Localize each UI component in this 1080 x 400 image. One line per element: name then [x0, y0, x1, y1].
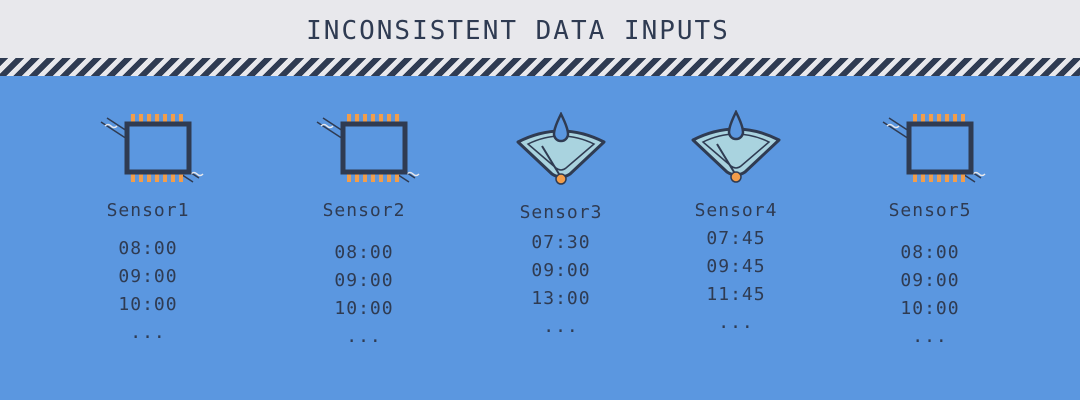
timestamp: 08:00	[900, 242, 960, 263]
ellipsis: ...	[130, 322, 166, 343]
sensor-column-1: Sensor1 08:00 09:00 10:00 ...	[68, 110, 228, 347]
sensor-name: Sensor2	[322, 200, 406, 221]
timestamp-list: 08:00 09:00 10:00 ...	[68, 235, 228, 347]
timestamp: 09:00	[334, 270, 394, 291]
timestamp: 07:45	[706, 228, 766, 249]
timestamp: 09:45	[706, 256, 766, 277]
timestamp: 13:00	[531, 288, 591, 309]
page-title: INCONSISTENT DATA INPUTS	[306, 16, 730, 46]
chip-icon	[100, 114, 204, 183]
ellipsis: ...	[718, 312, 754, 333]
timestamp: 09:00	[900, 270, 960, 291]
ellipsis: ...	[346, 326, 382, 347]
chip-icon	[316, 114, 420, 183]
timestamp: 10:00	[334, 298, 394, 319]
sensor-name: Sensor4	[694, 200, 778, 221]
timestamp: 09:00	[118, 266, 178, 287]
timestamp-list: 07:45 09:45 11:45 ...	[656, 225, 816, 337]
hazard-stripe-divider	[0, 58, 1080, 76]
sensor-column-2: Sensor2 08:00 09:00 10:00 ...	[284, 110, 444, 351]
timestamp: 11:45	[706, 284, 766, 305]
timestamp: 08:00	[334, 242, 394, 263]
timestamp: 10:00	[900, 298, 960, 319]
rain-gauge-icon	[516, 112, 606, 185]
ellipsis: ...	[543, 316, 579, 337]
timestamp: 10:00	[118, 294, 178, 315]
sensor-name: Sensor1	[106, 200, 190, 221]
rain-gauge-icon	[691, 110, 781, 183]
ellipsis: ...	[912, 326, 948, 347]
sensor-name: Sensor3	[519, 202, 603, 223]
sensor-name: Sensor5	[888, 200, 972, 221]
header-bar: INCONSISTENT DATA INPUTS	[0, 0, 1080, 58]
timestamp-list: 08:00 09:00 10:00 ...	[850, 239, 1010, 351]
timestamp: 07:30	[531, 232, 591, 253]
sensor-column-4: Sensor4 07:45 09:45 11:45 ...	[656, 110, 816, 337]
timestamp-list: 08:00 09:00 10:00 ...	[284, 239, 444, 351]
sensor-column-5: Sensor5 08:00 09:00 10:00 ...	[850, 110, 1010, 351]
timestamp: 09:00	[531, 260, 591, 281]
chip-icon	[882, 114, 986, 183]
sensor-column-3: Sensor3 07:30 09:00 13:00 ...	[481, 112, 641, 341]
timestamp-list: 07:30 09:00 13:00 ...	[481, 229, 641, 341]
timestamp: 08:00	[118, 238, 178, 259]
